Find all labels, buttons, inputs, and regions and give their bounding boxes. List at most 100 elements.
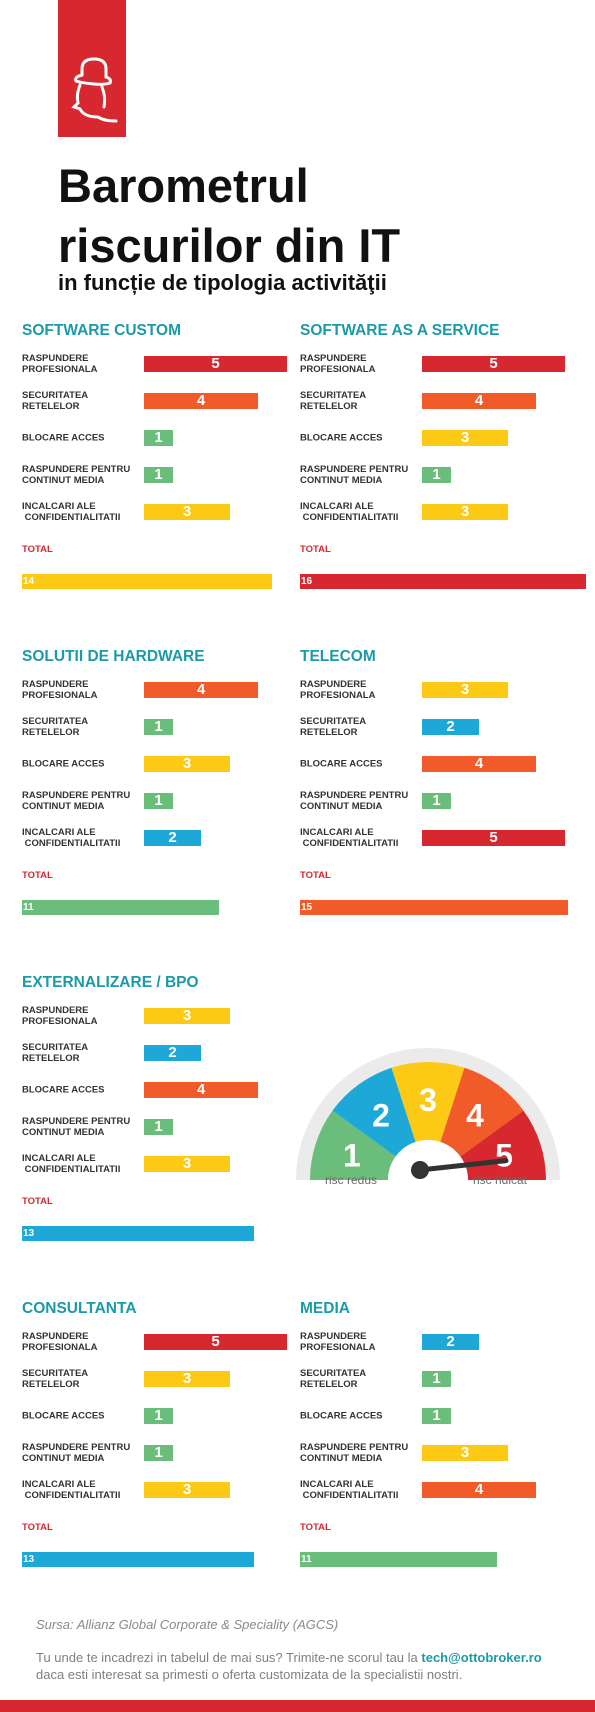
risk-row-label: RASPUNDERE PENTRU CONTINUT MEDIA: [22, 790, 131, 812]
call-to-action: Tu unde te incadrezi in tabelul de mai s…: [36, 1649, 542, 1683]
gauge-needle-pivot: [411, 1161, 429, 1179]
total-score-bar: 13: [22, 1552, 254, 1567]
risk-score-bar: 5: [422, 356, 565, 372]
risk-panel: SOFTWARE AS A SERVICE RASPUNDERE PROFESIO…: [300, 322, 586, 602]
risk-row: RASPUNDERE PENTRU CONTINUT MEDIA 1: [22, 1439, 290, 1467]
risk-row: BLOCARE ACCES 3: [22, 750, 290, 778]
risk-score-bar: 3: [144, 1156, 230, 1172]
panel-title: CONSULTANTA: [22, 1300, 137, 1317]
risk-row: RASPUNDERE PENTRU CONTINUT MEDIA 1: [22, 787, 290, 815]
total-score-bar: 11: [300, 1552, 497, 1567]
risk-row-label: RASPUNDERE PROFESIONALA: [22, 353, 98, 375]
man-with-hat-icon: [71, 57, 118, 123]
page-subtitle: in funcție de tipologia activităţii: [58, 270, 387, 295]
total-score-bar: 15: [300, 900, 568, 915]
risk-row-label: RASPUNDERE PENTRU CONTINUT MEDIA: [300, 1442, 409, 1464]
bottom-brand-bar: [0, 1700, 595, 1712]
brand-logo: [58, 0, 126, 137]
risk-score-bar: 1: [144, 1445, 173, 1461]
risk-row-label: INCALCARI ALE CONFIDENTIALITATII: [300, 827, 399, 849]
risk-score-bar: 4: [144, 393, 258, 409]
risk-row-label: BLOCARE ACCES: [300, 1410, 383, 1422]
risk-score-bar: 2: [422, 1334, 479, 1350]
risk-score-bar: 1: [144, 1408, 173, 1424]
risk-score-bar: 4: [144, 1082, 258, 1098]
risk-row-label: RASPUNDERE PENTRU CONTINUT MEDIA: [300, 464, 409, 486]
risk-row-label: SECURITATEA RETELELOR: [22, 716, 89, 738]
risk-row: BLOCARE ACCES 3: [300, 424, 568, 452]
risk-row: BLOCARE ACCES 4: [300, 750, 568, 778]
risk-row-label: RASPUNDERE PENTRU CONTINUT MEDIA: [22, 464, 131, 486]
risk-row: INCALCARI ALE CONFIDENTIALITATII 3: [22, 498, 290, 526]
total-label: TOTAL: [22, 1196, 53, 1207]
risk-score-bar: 2: [144, 830, 201, 846]
risk-row: RASPUNDERE PENTRU CONTINUT MEDIA 1: [22, 1113, 290, 1141]
gauge-segment-label: 4: [466, 1097, 484, 1133]
page-title: Barometrul riscurilor din IT: [58, 156, 400, 276]
gauge-segment-label: 1: [343, 1137, 361, 1173]
risk-row-label: RASPUNDERE PROFESIONALA: [300, 679, 376, 701]
risk-row: SECURITATEA RETELELOR 4: [22, 387, 290, 415]
risk-score-bar: 3: [144, 1008, 230, 1024]
risk-score-bar: 1: [144, 793, 173, 809]
risk-row-label: RASPUNDERE PENTRU CONTINUT MEDIA: [300, 790, 409, 812]
risk-score-bar: 3: [422, 504, 508, 520]
risk-score-bar: 3: [144, 1371, 230, 1387]
risk-row-label: SECURITATEA RETELELOR: [22, 1042, 89, 1064]
gauge-segment-label: 5: [495, 1137, 513, 1173]
risk-row-label: INCALCARI ALE CONFIDENTIALITATII: [300, 501, 399, 523]
email-link[interactable]: tech@ottobroker.ro: [421, 1650, 542, 1665]
risk-row-label: SECURITATEA RETELELOR: [300, 390, 367, 412]
risk-row: RASPUNDERE PENTRU CONTINUT MEDIA 3: [300, 1439, 568, 1467]
gauge-segment-label: 3: [419, 1082, 437, 1118]
risk-row-label: SECURITATEA RETELELOR: [300, 716, 367, 738]
risk-score-bar: 1: [144, 467, 173, 483]
risk-row: RASPUNDERE PENTRU CONTINUT MEDIA 1: [300, 461, 568, 489]
risk-row: INCALCARI ALE CONFIDENTIALITATII 2: [22, 824, 290, 852]
gauge-segment-label: 2: [372, 1097, 390, 1133]
total-label: TOTAL: [300, 870, 331, 881]
risk-score-bar: 1: [144, 1119, 173, 1135]
risk-score-bar: 3: [422, 682, 508, 698]
gauge-segment: [332, 1067, 416, 1157]
risk-row-label: BLOCARE ACCES: [22, 432, 105, 444]
source-note: Sursa: Allianz Global Corporate & Specia…: [36, 1617, 339, 1632]
risk-row-label: RASPUNDERE PROFESIONALA: [300, 1331, 376, 1353]
risk-row-label: RASPUNDERE PENTRU CONTINUT MEDIA: [22, 1442, 131, 1464]
risk-row-label: INCALCARI ALE CONFIDENTIALITATII: [22, 501, 121, 523]
risk-row: RASPUNDERE PROFESIONALA 5: [22, 350, 290, 378]
panel-title: EXTERNALIZARE / BPO: [22, 974, 199, 991]
risk-row: SECURITATEA RETELELOR 1: [22, 713, 290, 741]
risk-row-label: SECURITATEA RETELELOR: [300, 1368, 367, 1390]
risk-score-bar: 4: [422, 393, 536, 409]
risk-row-label: BLOCARE ACCES: [300, 758, 383, 770]
risk-row-label: RASPUNDERE PROFESIONALA: [22, 1005, 98, 1027]
risk-score-bar: 2: [422, 719, 479, 735]
risk-row: INCALCARI ALE CONFIDENTIALITATII 3: [300, 498, 568, 526]
risk-score-bar: 4: [422, 756, 536, 772]
risk-row: BLOCARE ACCES 4: [22, 1076, 290, 1104]
risk-row-label: SECURITATEA RETELELOR: [22, 390, 89, 412]
gauge-segment: [391, 1062, 465, 1142]
gauge-low-label: risc redus: [325, 1173, 378, 1187]
panel-title: SOFTWARE CUSTOM: [22, 322, 182, 339]
risk-score-bar: 3: [144, 1482, 230, 1498]
risk-panel: TELECOM RASPUNDERE PROFESIONALA 3 SECURITAT…: [300, 648, 568, 928]
risk-row-label: RASPUNDERE PENTRU CONTINUT MEDIA: [22, 1116, 131, 1138]
risk-score-bar: 1: [144, 719, 173, 735]
total-label: TOTAL: [22, 870, 53, 881]
cta-text: Tu unde te incadrezi in tabelul de mai s…: [36, 1650, 422, 1665]
risk-row: SECURITATEA RETELELOR 4: [300, 387, 568, 415]
risk-row-label: INCALCARI ALE CONFIDENTIALITATII: [22, 1153, 121, 1175]
gauge-high-label: risc ridicat: [473, 1173, 528, 1187]
gauge-segment: [310, 1110, 396, 1180]
risk-score-bar: 3: [144, 504, 230, 520]
risk-score-bar: 1: [422, 793, 451, 809]
risk-row: INCALCARI ALE CONFIDENTIALITATII 5: [300, 824, 568, 852]
risk-row-label: RASPUNDERE PROFESIONALA: [22, 679, 98, 701]
panel-title: TELECOM: [300, 648, 376, 665]
risk-row: INCALCARI ALE CONFIDENTIALITATII 4: [300, 1476, 568, 1504]
risk-row-label: BLOCARE ACCES: [22, 1410, 105, 1422]
risk-score-bar: 3: [422, 430, 508, 446]
total-score-bar: 14: [22, 574, 272, 589]
